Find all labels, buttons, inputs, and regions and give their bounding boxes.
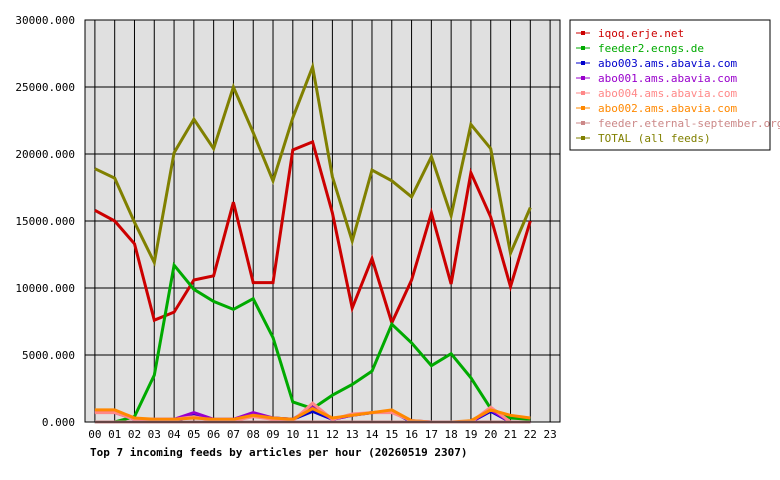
x-tick-label: 16 — [405, 428, 418, 441]
y-tick-label: 25000.000 — [15, 81, 75, 94]
y-tick-label: 15000.000 — [15, 215, 75, 228]
x-tick-label: 15 — [385, 428, 398, 441]
legend-swatch-marker — [581, 76, 585, 80]
x-tick-label: 22 — [524, 428, 537, 441]
y-axis-labels: 0.000 5000.000 10000.000 15000.000 20000.000… — [15, 14, 75, 429]
y-tick-label: 30000.000 — [15, 14, 75, 27]
x-tick-label: 07 — [227, 428, 240, 441]
legend-label: TOTAL (all feeds) — [598, 132, 711, 145]
legend-swatch-marker — [581, 91, 585, 95]
x-tick-label: 09 — [266, 428, 279, 441]
y-tick-label: 0.000 — [42, 416, 75, 429]
x-tick-label: 14 — [365, 428, 379, 441]
x-tick-label: 18 — [445, 428, 458, 441]
x-tick-label: 04 — [167, 428, 181, 441]
x-tick-label: 08 — [247, 428, 260, 441]
x-tick-label: 19 — [464, 428, 477, 441]
series-line-0 — [94, 139, 532, 327]
legend-label: abo001.ams.abavia.com — [598, 72, 737, 85]
x-tick-label: 20 — [484, 428, 497, 441]
legend-swatch-marker — [581, 61, 585, 65]
x-tick-label: 21 — [504, 428, 517, 441]
legend-label: feeder2.ecngs.de — [598, 42, 704, 55]
y-tick-label: 10000.000 — [15, 282, 75, 295]
legend-label: iqoq.erje.net — [598, 27, 684, 40]
x-tick-label: 12 — [326, 428, 339, 441]
x-tick-label: 17 — [425, 428, 438, 441]
x-tick-label: 00 — [88, 428, 101, 441]
x-tick-label: 02 — [128, 428, 141, 441]
y-tick-label: 5000.000 — [22, 349, 75, 362]
x-axis-labels: 00 01 02 03 04 05 06 07 08 09 10 11 12 13 14 15 16 17 18 19… — [88, 428, 556, 441]
legend-box — [569, 19, 771, 151]
legend-label: feeder.eternal-september.org — [598, 117, 780, 130]
x-tick-label: 13 — [346, 428, 359, 441]
legend-label: abo004.ams.abavia.com — [598, 87, 737, 100]
legend-swatch-marker — [581, 46, 585, 50]
series-line-7 — [94, 61, 532, 268]
legend-swatch-marker — [581, 31, 585, 35]
chart-title: Top 7 incoming feeds by articles per hou… — [90, 446, 468, 459]
legend-swatch-marker — [581, 121, 585, 125]
plot-border — [84, 19, 561, 423]
x-tick-label: 23 — [543, 428, 556, 441]
x-tick-label: 11 — [306, 428, 319, 441]
legend-swatch-marker — [581, 136, 585, 140]
legend-label: abo003.ams.abavia.com — [598, 57, 737, 70]
y-tick-label: 20000.000 — [15, 148, 75, 161]
x-tick-label: 01 — [108, 428, 121, 441]
legend: iqoq.erje.net feeder2.ecngs.de abo003.ams.… — [569, 19, 780, 151]
x-tick-label: 10 — [286, 428, 299, 441]
legend-swatch-marker — [581, 106, 585, 110]
legend-label: abo002.ams.abavia.com — [598, 102, 737, 115]
x-tick-label: 06 — [207, 428, 220, 441]
x-tick-label: 05 — [187, 428, 200, 441]
x-tick-label: 03 — [148, 428, 161, 441]
